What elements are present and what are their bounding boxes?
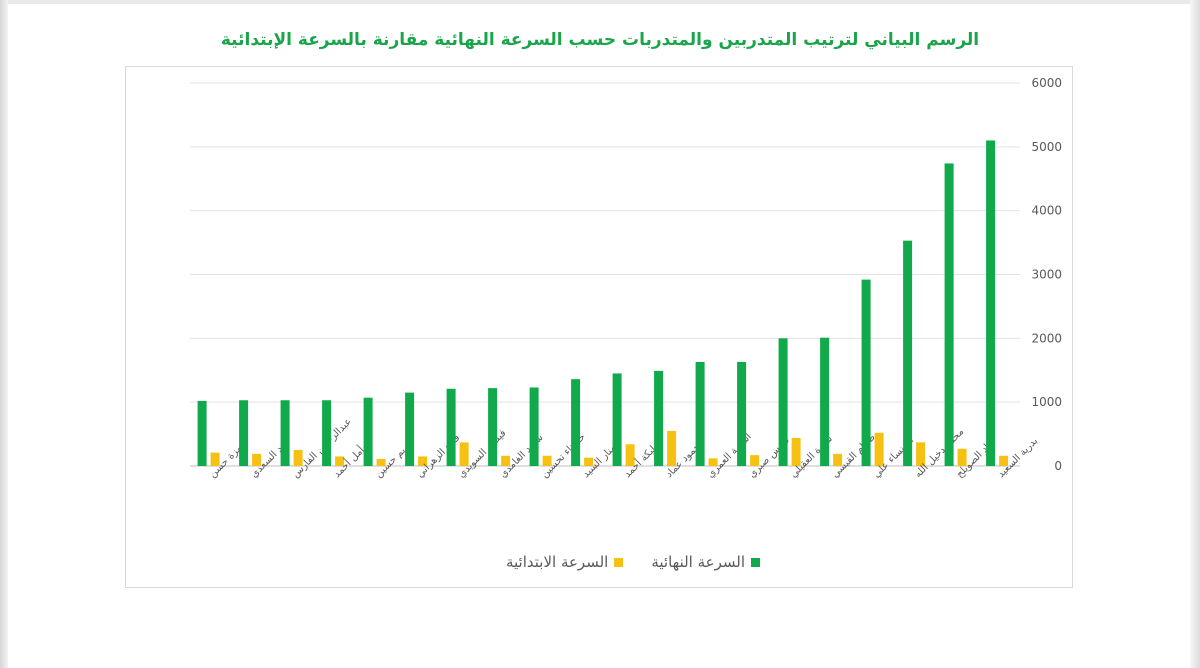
bar-final	[405, 392, 415, 466]
bar-initial	[418, 456, 428, 466]
bar-final	[363, 397, 373, 466]
top-strip	[0, 0, 1200, 4]
bar-final	[280, 400, 290, 466]
legend-swatch-final	[751, 557, 760, 567]
bar-final	[737, 361, 747, 466]
bar-final	[322, 400, 332, 466]
chart-frame	[125, 66, 1073, 588]
bar-initial	[584, 457, 594, 466]
bar-final	[612, 373, 622, 466]
bar-final	[571, 379, 581, 466]
bar-final	[529, 387, 539, 466]
legend-label-initial: السرعة الابتدائية	[505, 553, 609, 571]
bar-initial	[833, 453, 843, 466]
y-tick-label: 3000	[1031, 268, 1062, 282]
bar-final	[446, 388, 456, 466]
y-tick-label: 0	[1054, 459, 1062, 473]
bar-final	[903, 240, 913, 466]
page-edge-left	[0, 0, 8, 668]
bar-final	[944, 163, 954, 466]
legend-item-final: السرعة النهائية	[651, 553, 760, 571]
bar-initial	[542, 455, 552, 466]
y-tick-label: 6000	[1031, 76, 1062, 90]
bar-initial	[957, 448, 967, 466]
bar-final	[239, 400, 249, 466]
chart-legend: السرعة النهائية السرعة الابتدائية	[440, 550, 760, 574]
y-tick-label: 4000	[1031, 204, 1062, 218]
bar-initial	[667, 430, 677, 466]
bar-initial	[708, 458, 718, 466]
bar-final	[820, 337, 830, 466]
bar-final	[778, 338, 788, 466]
bar-initial	[999, 455, 1009, 466]
bar-final	[488, 388, 498, 466]
bar-initial	[210, 452, 220, 466]
bar-initial	[916, 442, 926, 466]
bar-final	[986, 140, 996, 466]
legend-label-final: السرعة النهائية	[651, 553, 745, 571]
bar-initial	[252, 453, 262, 466]
bar-initial	[625, 444, 635, 466]
bar-initial	[335, 456, 345, 466]
bar-initial	[293, 450, 303, 466]
chart-title: الرسم البياني لترتيب المتدربين والمتدربا…	[220, 30, 980, 50]
bar-final	[861, 279, 871, 466]
bar-final	[197, 400, 207, 466]
bar-initial	[750, 455, 760, 466]
bar-initial	[376, 458, 386, 466]
bar-initial	[874, 432, 884, 466]
bar-initial	[791, 437, 801, 466]
y-tick-label: 1000	[1031, 395, 1062, 409]
bar-final	[695, 361, 705, 466]
y-tick-label: 5000	[1031, 140, 1062, 154]
page-edge-right	[1190, 0, 1200, 668]
legend-swatch-initial	[614, 557, 624, 567]
bar-final	[654, 370, 664, 466]
y-tick-label: 2000	[1031, 331, 1062, 345]
bar-initial	[459, 442, 469, 466]
bar-initial	[501, 455, 511, 466]
legend-item-initial: السرعة الابتدائية	[505, 553, 624, 571]
